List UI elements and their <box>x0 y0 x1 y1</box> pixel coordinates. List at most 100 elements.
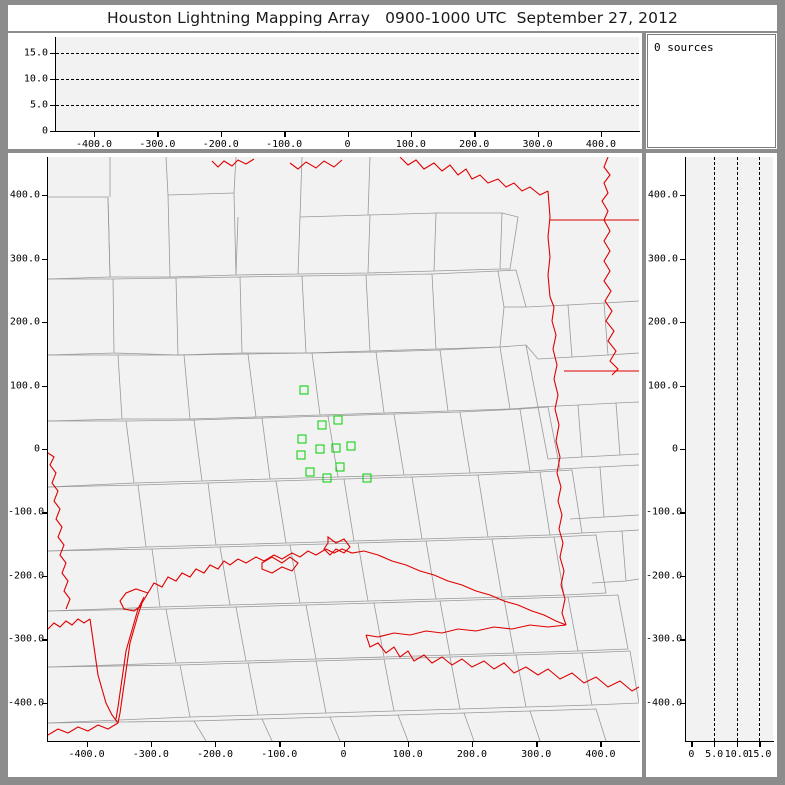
y-axis-line <box>55 37 57 132</box>
x-tick-label: 300.0 <box>521 749 552 760</box>
x-tick-label: 100.0 <box>392 749 423 760</box>
x-tick <box>759 741 761 747</box>
lma-station-marker <box>335 462 345 472</box>
x-tick <box>691 741 693 747</box>
lma-station-marker <box>297 434 307 444</box>
x-tick-label: 0 <box>344 139 351 150</box>
y-tick-label: 100.0 <box>9 380 40 392</box>
title-bar: Houston Lightning Mapping Array 0900-100… <box>8 5 777 31</box>
y-tick <box>50 104 56 107</box>
y-tick-label: -400.0 <box>646 697 683 709</box>
height-vs-count-plot-area <box>686 157 773 741</box>
x-tick <box>471 741 474 747</box>
x-tick-label: -300.0 <box>132 749 169 760</box>
x-tick <box>150 741 153 747</box>
time-height-panel: 0 5.0 10.0 15.0 -400.0 -300.0 -200.0 -100.0 0 100… <box>8 33 642 150</box>
y-tick <box>680 702 686 705</box>
x-tick <box>284 131 286 137</box>
x-tick-label: 200.0 <box>456 749 488 760</box>
x-tick <box>410 131 413 137</box>
lma-station-marker <box>322 473 332 483</box>
y-tick-label: 5.0 <box>29 99 48 111</box>
y-tick-label: -200.0 <box>8 570 45 582</box>
y-tick-label: -400.0 <box>8 697 45 709</box>
x-tick-label: -400.0 <box>68 749 105 760</box>
y-tick <box>680 575 686 578</box>
y-tick <box>680 385 686 387</box>
y-tick-label: 0 <box>33 443 40 455</box>
y-tick <box>42 639 48 641</box>
x-tick <box>86 741 88 747</box>
y-tick-label: -300.0 <box>8 633 45 645</box>
x-tick-label: 10.0 <box>724 749 749 760</box>
x-tick <box>736 741 739 747</box>
lma-station-marker <box>315 444 325 454</box>
x-tick-label: 300.0 <box>522 139 553 150</box>
y-tick <box>680 322 686 324</box>
x-tick <box>347 131 349 137</box>
x-tick <box>407 741 410 747</box>
x-tick <box>279 741 281 747</box>
lma-station-marker <box>317 420 327 430</box>
x-tick-label: 5.0 <box>705 749 724 760</box>
lma-station-marker <box>333 415 343 425</box>
vertical-gridline <box>736 157 738 741</box>
lma-station-marker <box>296 450 306 460</box>
y-tick <box>42 322 48 324</box>
x-axis-line <box>685 741 774 743</box>
y-tick-label: 0 <box>41 125 48 137</box>
y-tick-label: 400.0 <box>9 189 40 201</box>
x-tick-label: 100.0 <box>395 139 426 150</box>
lma-station-marker <box>305 467 315 477</box>
x-tick <box>600 131 603 137</box>
y-tick <box>680 512 686 514</box>
x-tick-label: -100.0 <box>266 139 303 150</box>
height-vs-count-panel: -400.0 -300.0 -200.0 -100.0 0 100.0 200.0 300.0… <box>646 153 777 777</box>
y-tick-label: 200.0 <box>647 316 678 328</box>
x-tick <box>536 741 538 747</box>
sources-count-label: 0 sources <box>654 41 714 54</box>
state-and-national-borders <box>48 157 639 736</box>
x-tick-label: -200.0 <box>202 139 239 150</box>
lma-station-marker <box>299 385 309 395</box>
map-geography <box>48 157 639 741</box>
y-tick <box>680 449 686 451</box>
y-tick-label: -300.0 <box>646 633 683 645</box>
sources-panel-inner: 0 sources <box>647 34 776 148</box>
y-tick-label: 400.0 <box>647 189 678 201</box>
time-height-plot-area <box>56 37 639 131</box>
y-tick-label: 300.0 <box>9 253 40 265</box>
y-tick-label: 10.0 <box>23 73 48 85</box>
x-tick-label: 400.0 <box>585 139 617 150</box>
y-tick <box>50 52 56 55</box>
plan-view-map-panel: -400.0 -300.0 -200.0 -100.0 0 100.0 200.0 300.0… <box>8 153 642 777</box>
horizontal-gridline <box>56 52 639 54</box>
lma-station-marker <box>362 473 372 483</box>
y-tick <box>42 258 48 260</box>
x-tick <box>600 741 602 747</box>
y-tick-label: 15.0 <box>23 47 48 59</box>
page-title: Houston Lightning Mapping Array 0900-100… <box>106 9 679 27</box>
x-tick <box>157 131 159 137</box>
x-tick-label: 0 <box>340 749 347 760</box>
y-tick <box>42 449 48 451</box>
y-tick-label: 100.0 <box>647 380 678 392</box>
x-tick <box>714 741 716 747</box>
x-tick-label: 15.0 <box>747 749 772 760</box>
x-tick <box>537 131 539 137</box>
x-tick <box>343 741 345 747</box>
y-tick <box>50 78 56 81</box>
x-tick-label: 400.0 <box>585 749 616 760</box>
lma-station-marker <box>331 443 341 453</box>
y-tick-label: -100.0 <box>8 506 45 518</box>
vertical-gridline <box>714 157 716 741</box>
y-tick <box>42 702 48 705</box>
y-tick-label: -100.0 <box>646 506 683 518</box>
y-tick <box>42 195 48 197</box>
x-tick-label: -300.0 <box>139 139 176 150</box>
y-tick <box>680 639 686 641</box>
y-tick-label: 0 <box>671 443 678 455</box>
y-tick <box>42 385 48 387</box>
y-tick <box>50 131 56 133</box>
